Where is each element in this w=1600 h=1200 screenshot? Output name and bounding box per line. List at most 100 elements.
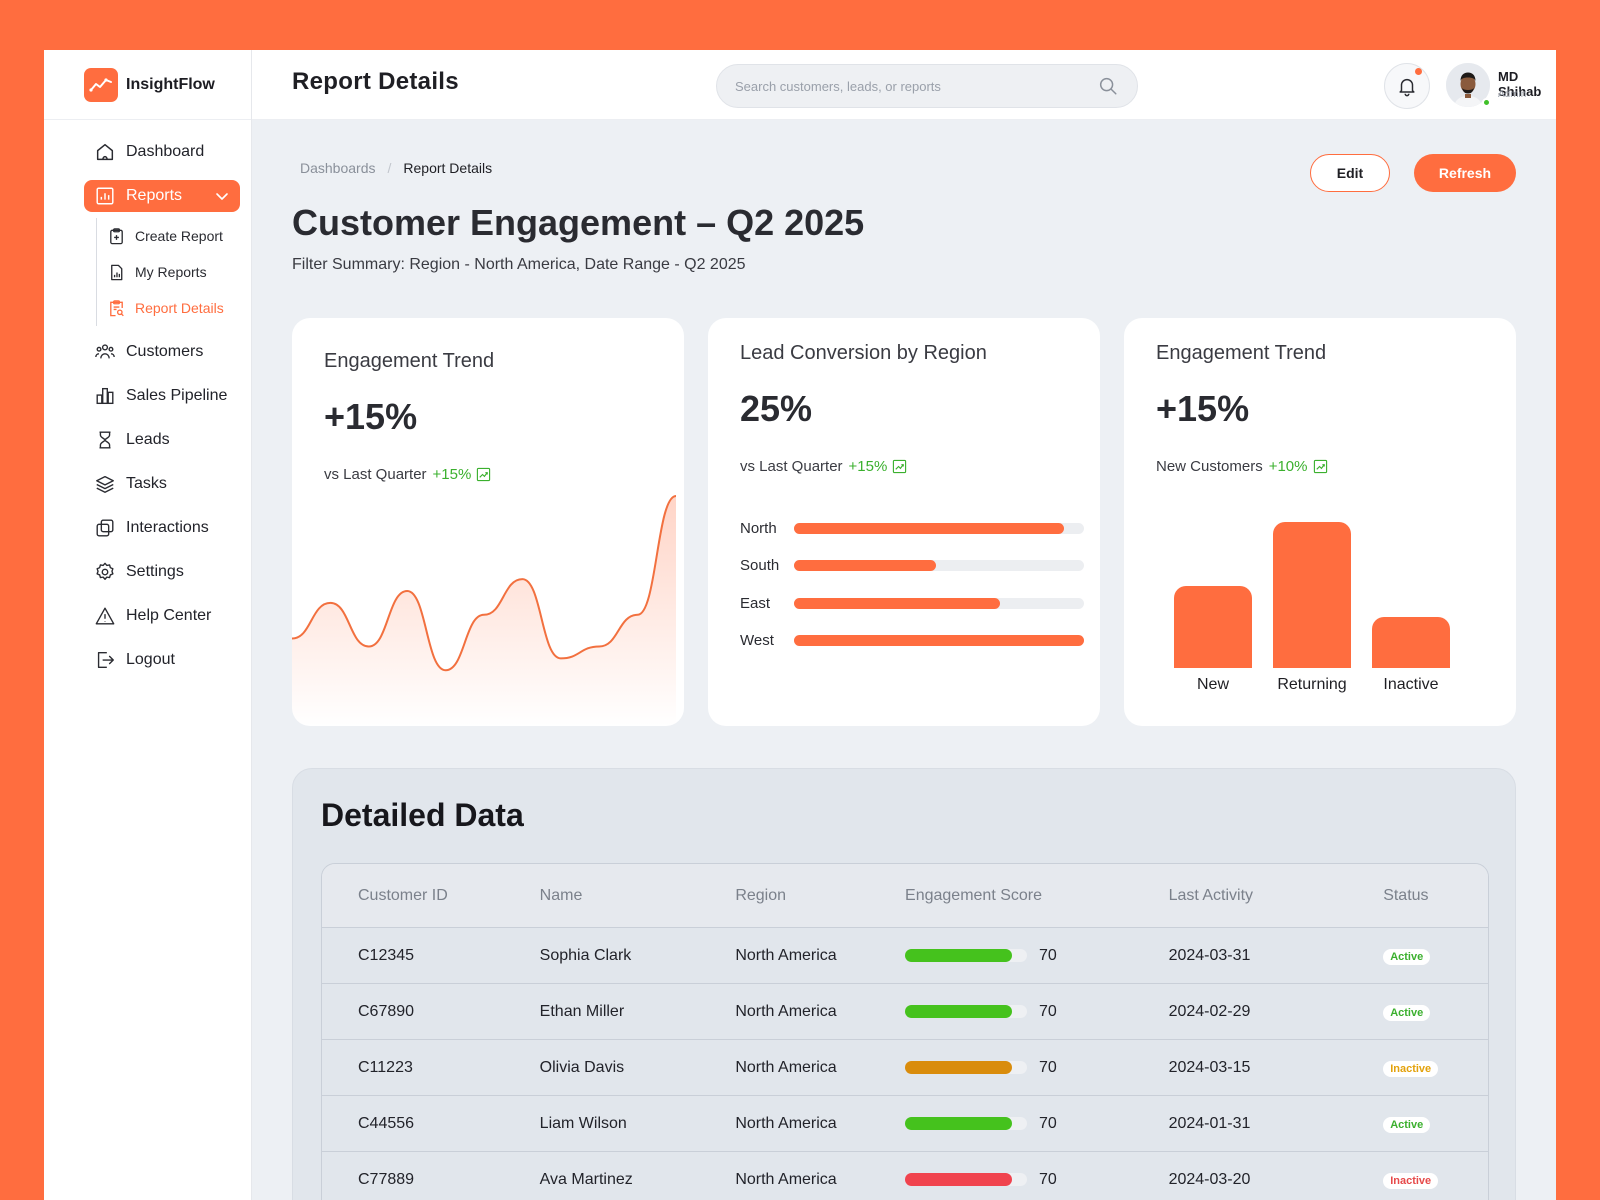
card-delta: +15% <box>432 466 472 483</box>
report-chart-icon <box>96 187 114 205</box>
breadcrumb-parent[interactable]: Dashboards <box>300 160 376 176</box>
search-bar[interactable] <box>716 64 1138 108</box>
table-row[interactable]: C12345 Sophia Clark North America 70 2024-03… <box>322 928 1488 984</box>
region-bar-row: North <box>740 518 1084 538</box>
cell-engagement-score: 70 <box>905 947 1169 965</box>
sidebar-item-leads[interactable]: Leads <box>84 418 240 462</box>
cell-region: North America <box>735 1170 837 1188</box>
cell-customer-id: C12345 <box>358 946 415 964</box>
refresh-button[interactable]: Refresh <box>1414 154 1516 192</box>
score-value: 70 <box>1039 1114 1057 1132</box>
column-header-engagement-score[interactable]: Engagement Score <box>905 886 1043 904</box>
subnav-item-report-details[interactable]: Report Details <box>107 290 240 326</box>
sidebar-item-logout[interactable]: Logout <box>84 638 240 682</box>
score-bar-fill <box>905 1117 1013 1130</box>
card-sub-label: New Customers <box>1156 458 1263 475</box>
score-bar-fill <box>905 1173 1013 1186</box>
sidebar-item-label: Settings <box>126 563 184 580</box>
cell-status: Inactive <box>1383 1059 1488 1077</box>
cell-name: Olivia Davis <box>539 1058 625 1076</box>
column-header-region[interactable]: Region <box>735 886 787 904</box>
subnav-item-label: Create Report <box>135 228 223 244</box>
notification-dot <box>1415 68 1422 75</box>
sidebar-item-label: Customers <box>126 343 204 360</box>
score-value: 70 <box>1039 1002 1057 1020</box>
column-header-customer-id[interactable]: Customer ID <box>358 886 448 904</box>
status-badge: Inactive <box>1383 1060 1439 1077</box>
region-bar-track <box>794 522 1084 534</box>
column-header-status[interactable]: Status <box>1383 886 1429 904</box>
search-icon[interactable] <box>1097 75 1119 97</box>
breadcrumb-separator: / <box>387 160 392 176</box>
area-line <box>292 495 677 672</box>
notification-button[interactable] <box>1384 63 1430 109</box>
sidebar-item-sales-pipeline[interactable]: Sales Pipeline <box>84 374 240 418</box>
detailed-data-panel: Detailed Data Customer ID Name Region En… <box>292 768 1516 1200</box>
sidebar-item-settings[interactable]: Settings <box>84 550 240 594</box>
cell-region: North America <box>735 1002 837 1020</box>
cell-last-activity: 2024-02-29 <box>1168 1002 1251 1020</box>
cell-name: Liam Wilson <box>539 1114 627 1132</box>
region-bar-track <box>794 597 1084 609</box>
subnav-item-my-reports[interactable]: My Reports <box>107 254 240 290</box>
edit-button[interactable]: Edit <box>1310 154 1390 192</box>
card-title: Engagement Trend <box>324 350 495 372</box>
hourglass-icon <box>99 431 111 449</box>
card-value: +15% <box>1156 388 1250 429</box>
sidebar-item-label: Reports <box>126 187 183 204</box>
table-row[interactable]: C67890 Ethan Miller North America 70 2024-02… <box>322 984 1488 1040</box>
page-heading: Customer Engagement – Q2 2025 <box>292 202 865 243</box>
cell-status: Active <box>1383 1003 1488 1021</box>
layers-icon <box>96 475 114 493</box>
breadcrumb-current: Report Details <box>403 160 493 176</box>
score-value: 70 <box>1039 1058 1057 1076</box>
table-row[interactable]: C44556 Liam Wilson North America 70 2024-01-… <box>322 1096 1488 1152</box>
sidebar-item-help-center[interactable]: Help Center <box>84 594 240 638</box>
sidebar-item-customers[interactable]: Customers <box>84 330 240 374</box>
column-header-name[interactable]: Name <box>539 886 583 904</box>
cell-last-activity: 2024-03-15 <box>1168 1058 1251 1076</box>
region-bar <box>794 635 1084 646</box>
cell-last-activity: 2024-01-31 <box>1168 1114 1251 1132</box>
column-header-last-activity[interactable]: Last Activity <box>1168 886 1254 904</box>
region-bar-label: East <box>740 594 771 612</box>
search-input[interactable] <box>735 78 1097 94</box>
sidebar-item-label: Logout <box>126 651 175 668</box>
card-sub-label: vs Last Quarter <box>740 458 843 475</box>
home-icon <box>96 143 114 161</box>
region-bar-label: North <box>740 519 777 537</box>
subnav-item-create-report[interactable]: Create Report <box>107 218 240 254</box>
sidebar-nav: Dashboard Reports Create Report My Repor… <box>84 130 240 682</box>
user-name: MD Shihab <box>1498 69 1542 99</box>
sidebar-item-label: Dashboard <box>126 143 205 160</box>
sidebar: InsightFlow Dashboard Reports Create Rep… <box>44 50 252 1200</box>
score-bar <box>905 949 1028 962</box>
region-bar-track <box>794 635 1084 646</box>
sidebar-item-label: Interactions <box>126 519 209 536</box>
table-row[interactable]: C11223 Olivia Davis North America 70 2024-03… <box>322 1040 1488 1096</box>
cell-last-activity: 2024-03-31 <box>1168 946 1251 964</box>
sidebar-item-label: Sales Pipeline <box>126 387 228 404</box>
filter-summary: Filter Summary: Region - North America, … <box>292 256 746 273</box>
reports-subnav: Create Report My Reports Report Details <box>96 218 240 326</box>
cell-region: North America <box>735 946 837 964</box>
sidebar-item-reports[interactable]: Reports <box>84 180 240 212</box>
brand[interactable]: InsightFlow <box>44 50 251 120</box>
card-value: 25% <box>740 388 813 429</box>
card-value: +15% <box>324 396 418 437</box>
sidebar-item-interactions[interactable]: Interactions <box>84 506 240 550</box>
sidebar-item-dashboard[interactable]: Dashboard <box>84 130 240 174</box>
sidebar-item-tasks[interactable]: Tasks <box>84 462 240 506</box>
table-row[interactable]: C77889 Ava Martinez North America 70 2024-03… <box>322 1152 1488 1200</box>
score-bar <box>905 1061 1028 1074</box>
logout-icon <box>97 651 114 669</box>
region-bar-label: South <box>740 557 780 574</box>
clipboard-search-icon <box>110 299 124 316</box>
subnav-item-label: My Reports <box>135 264 207 280</box>
region-bar <box>794 522 1064 534</box>
document-chart-icon <box>111 264 123 280</box>
status-badge: Active <box>1383 948 1431 965</box>
chevron-down-icon[interactable] <box>214 188 230 204</box>
online-status-dot <box>1482 98 1491 107</box>
trend-up-icon <box>893 459 907 474</box>
